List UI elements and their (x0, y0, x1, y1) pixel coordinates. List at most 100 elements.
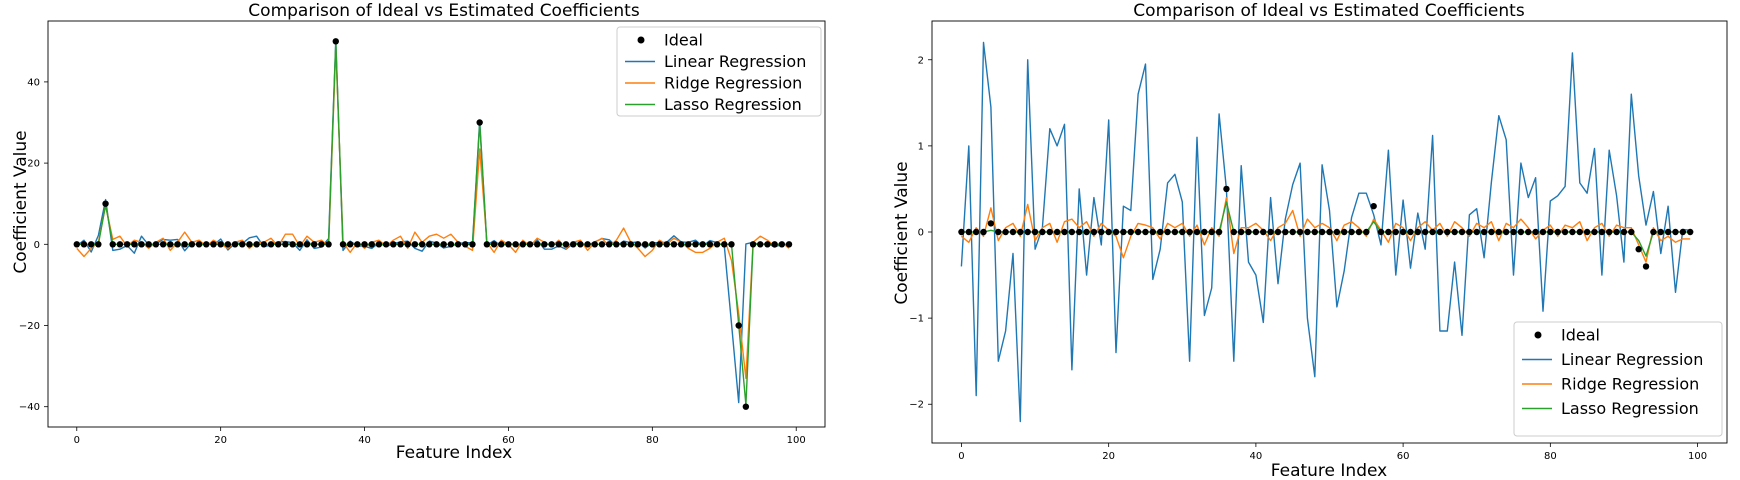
left-ideal-point (555, 241, 563, 248)
right-x-ticks: 0 20 40 60 80 100 (958, 443, 1707, 462)
right-ideal-point (1127, 228, 1134, 236)
right-ideal-point (1333, 228, 1341, 236)
right-ideal-point (1370, 202, 1377, 210)
left-ideal-point (210, 241, 217, 248)
left-ideal-point (706, 241, 714, 248)
left-ideal-point (663, 241, 670, 248)
right-ideal-point (1613, 228, 1620, 236)
right-ideal-point (1421, 228, 1429, 236)
right-ideal-point (995, 228, 1002, 236)
left-ideal-point (670, 241, 678, 248)
left-ideal-point (591, 241, 598, 248)
right-ideal-point (1583, 228, 1591, 236)
left-ideal-point (749, 241, 757, 248)
right-ideal-point (1525, 228, 1532, 236)
right-ideal-point (1392, 228, 1399, 236)
right-ideal-point (1495, 228, 1503, 236)
right-ideal-point (1679, 228, 1687, 236)
right-ideal-point (1237, 228, 1245, 236)
right-ideal-point (1296, 228, 1304, 236)
right-ideal-point (1554, 228, 1561, 236)
right-ideal-point (1260, 228, 1267, 236)
left-ideal-point (109, 241, 116, 248)
left-ideal-point (519, 241, 527, 248)
left-ideal-point (368, 241, 375, 248)
left-ideal-point (382, 241, 390, 248)
right-ideal-point (1267, 228, 1274, 236)
left-ideal-point (462, 241, 469, 248)
right-ideal-point (1031, 228, 1039, 236)
right-ideal-point (1017, 228, 1024, 236)
left-ideal-point (87, 241, 95, 248)
left-ideal-point (548, 241, 555, 248)
left-legend-ideal-marker (637, 36, 645, 44)
left-ideal-point (188, 241, 196, 248)
right-ideal-point (1009, 228, 1017, 236)
right-ideal-point (1186, 228, 1193, 236)
left-ideal-point (569, 241, 577, 248)
right-ideal-point (1230, 228, 1238, 236)
left-ideal-point (397, 241, 404, 248)
left-x-tick-label: 40 (358, 435, 371, 446)
right-ideal-point (1407, 228, 1414, 236)
right-ideal-point (1547, 228, 1554, 236)
right-ideal-point (1223, 185, 1230, 193)
right-ideal-point (1436, 228, 1444, 236)
left-ridge-regression-line (76, 46, 790, 379)
right-ideal-point (1414, 228, 1422, 236)
left-ideal-point (159, 241, 167, 248)
left-ideal-point (418, 241, 426, 248)
left-ideal-point (757, 241, 764, 248)
left-ideal-point (289, 241, 296, 248)
left-ideal-point (785, 241, 793, 248)
left-y-tick-label: −40 (19, 402, 40, 413)
left-ideal-point (174, 241, 181, 248)
right-ideal-point (1664, 228, 1672, 236)
left-ideal-point (505, 241, 512, 248)
right-ideal-point (1039, 228, 1046, 236)
left-ideal-point (735, 322, 742, 329)
left-ideal-point (167, 241, 174, 248)
right-ideal-point (1289, 228, 1296, 236)
left-ideal-point (490, 241, 498, 248)
right-ideal-point (1363, 228, 1370, 236)
left-y-tick-label: −20 (19, 321, 40, 332)
left-ideal-point (483, 241, 491, 248)
left-ideal-point (426, 241, 433, 248)
right-lasso-regression-line (961, 201, 1691, 257)
right-ideal-point (1252, 228, 1260, 236)
left-ideal-point (778, 241, 786, 248)
right-ideal-point (1473, 228, 1480, 236)
right-ideal-point (1650, 228, 1657, 236)
right-ideal-point (1576, 228, 1583, 236)
right-legend-lasso-regression-label: Lasso Regression (1561, 399, 1699, 418)
left-ideal-point (181, 241, 188, 248)
right-y-axis-label: Coefficient Value (892, 161, 912, 304)
left-y-tick-label: 20 (27, 159, 40, 170)
right-ideal-point (1399, 228, 1407, 236)
right-legend-ridge-regression-label: Ridge Regression (1561, 375, 1699, 394)
right-x-tick-label: 60 (1397, 451, 1410, 462)
right-ideal-point (1105, 228, 1112, 236)
left-ideal-point (605, 241, 613, 248)
left-ideal-point (303, 241, 311, 248)
right-ideal-point (1539, 228, 1547, 236)
left-ideal-point (390, 241, 397, 248)
right-ideal-point (1208, 228, 1215, 236)
left-ideal-point (267, 241, 275, 248)
left-ideal-point (447, 241, 455, 248)
left-ideal-point (584, 241, 591, 248)
left-ideal-point (685, 241, 692, 248)
right-ideal-point (1164, 228, 1171, 236)
left-ideal-point (332, 38, 339, 45)
left-y-axis-label: Coefficient Value (11, 130, 31, 273)
left-ideal-point (771, 241, 778, 248)
right-ideal-point (965, 228, 973, 236)
left-ideal-point (634, 241, 642, 248)
right-ideal-point (1591, 228, 1598, 236)
right-y-tick-label: 2 (918, 55, 924, 66)
right-y-tick-label: 1 (918, 141, 924, 152)
right-ideal-point (1458, 228, 1466, 236)
right-ideal-point (980, 228, 987, 236)
